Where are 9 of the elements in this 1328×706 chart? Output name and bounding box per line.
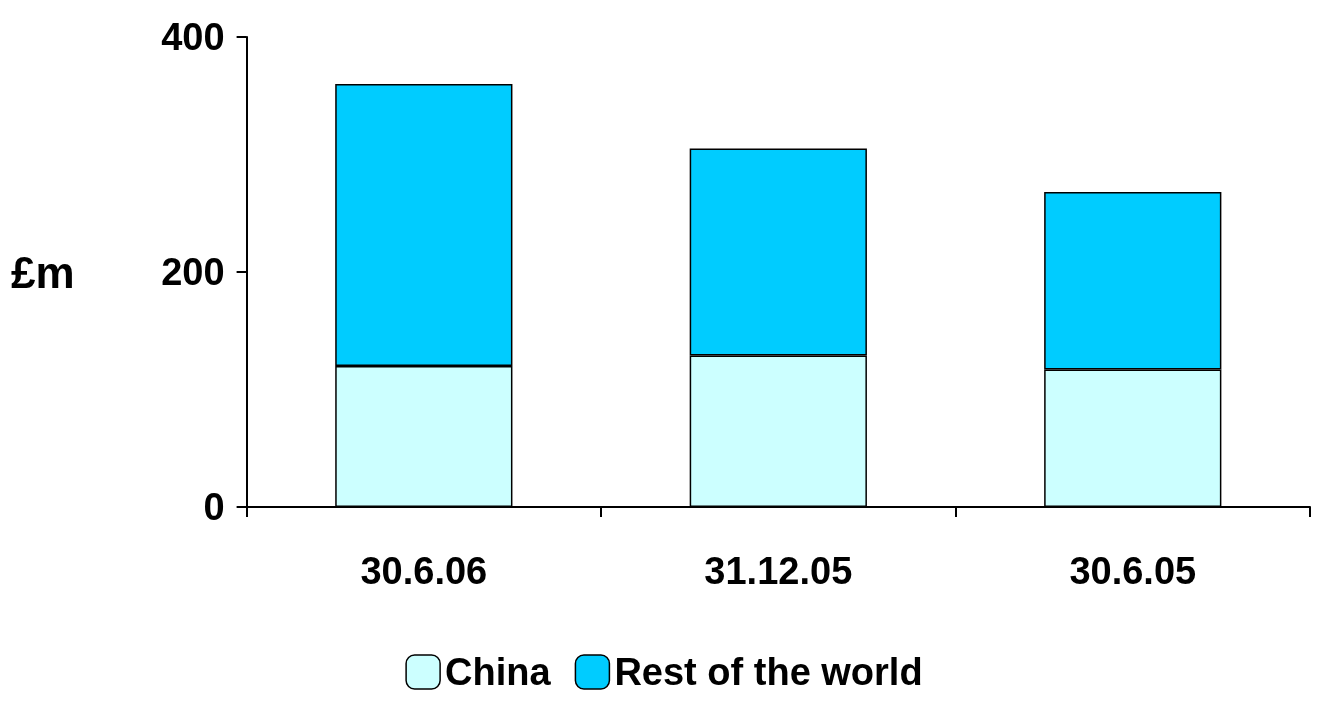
x-tick-label: 31.12.05 xyxy=(704,550,853,592)
x-tick-label: 30.6.06 xyxy=(360,550,488,592)
legend-label: Rest of the world xyxy=(614,651,923,693)
x-tick-label: 30.6.05 xyxy=(1069,550,1197,592)
y-tick-label: 400 xyxy=(161,16,225,58)
y-tick-label: 0 xyxy=(203,486,225,528)
legend-label: China xyxy=(445,651,552,693)
y-tick-label: 200 xyxy=(161,251,225,293)
y-axis-title: £m xyxy=(11,247,75,297)
